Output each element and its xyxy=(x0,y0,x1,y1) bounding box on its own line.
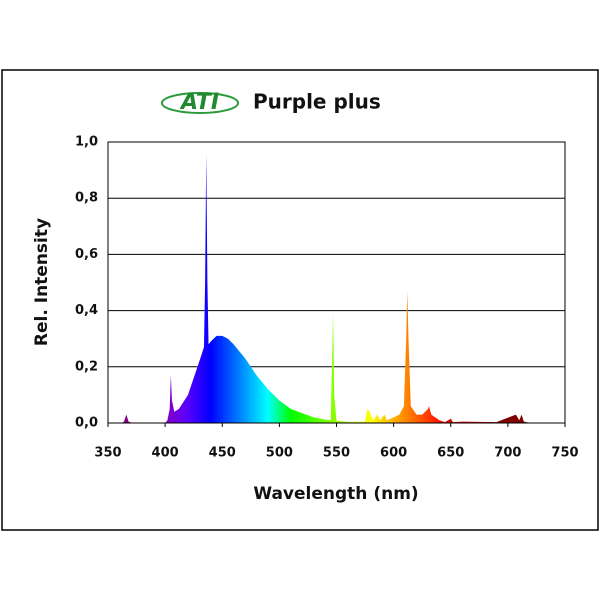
y-tick-label: 0,2 xyxy=(75,359,98,374)
y-tick-label: 0,0 xyxy=(75,416,98,431)
logo: ATI xyxy=(179,90,219,115)
plot-border xyxy=(107,141,566,424)
x-tick-label: 700 xyxy=(494,446,521,461)
logo-swoosh xyxy=(161,92,239,114)
y-tick-label: 1,0 xyxy=(75,135,98,150)
x-tick-label: 550 xyxy=(323,446,350,461)
x-tick-label: 350 xyxy=(94,446,121,461)
x-tick-label: 400 xyxy=(152,446,179,461)
y-axis-label: Rel. Intensity xyxy=(32,218,52,346)
x-tick-label: 600 xyxy=(380,446,407,461)
chart-title: Purple plus xyxy=(253,90,381,114)
x-tick-label: 650 xyxy=(437,446,464,461)
spectrum-area xyxy=(121,153,560,424)
y-tick-label: 0,4 xyxy=(75,303,98,318)
x-tick-label: 500 xyxy=(266,446,293,461)
y-tick-label: 0,6 xyxy=(75,247,98,262)
frame xyxy=(1,69,599,531)
y-tick-label: 0,8 xyxy=(75,191,98,206)
x-axis-label: Wavelength (nm) xyxy=(253,484,418,504)
x-tick-label: 450 xyxy=(209,446,236,461)
x-tick-label: 750 xyxy=(551,446,578,461)
